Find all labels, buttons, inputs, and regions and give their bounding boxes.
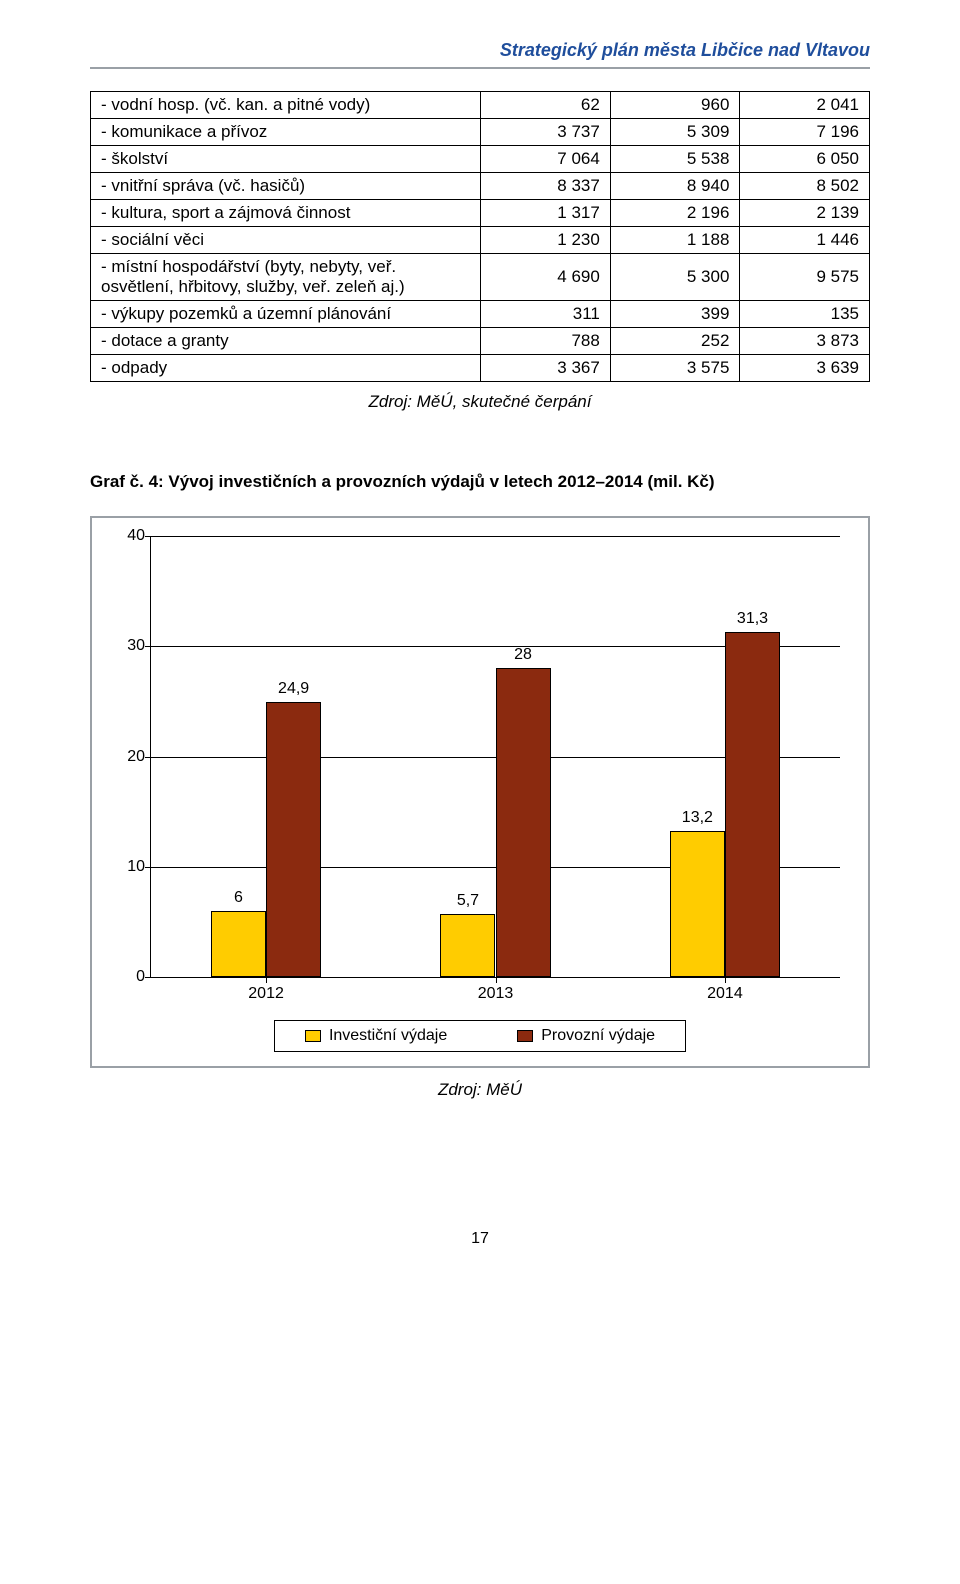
- table-cell-label: - dotace a granty: [91, 328, 481, 355]
- table-cell-num: 5 300: [610, 254, 740, 301]
- chart-bar: [211, 911, 266, 977]
- legend-label-b: Provozní výdaje: [541, 1027, 655, 1045]
- chart-bar-label: 6: [234, 889, 243, 907]
- legend-label-a: Investiční výdaje: [329, 1027, 447, 1045]
- table-cell-num: 6 050: [740, 146, 870, 173]
- chart-bar: [725, 632, 780, 977]
- chart-ytick: [145, 646, 151, 647]
- table-cell-num: 7 064: [481, 146, 611, 173]
- table-row: - dotace a granty7882523 873: [91, 328, 870, 355]
- table-cell-num: 1 230: [481, 227, 611, 254]
- table-row: - sociální věci1 2301 1881 446: [91, 227, 870, 254]
- table-row: - vodní hosp. (vč. kan. a pitné vody)629…: [91, 92, 870, 119]
- table-row: - školství7 0645 5386 050: [91, 146, 870, 173]
- chart-bar: [266, 702, 321, 977]
- chart-ylabel: 0: [111, 968, 145, 986]
- chart-container: 0102030402012624,920135,728201413,231,3 …: [90, 516, 870, 1068]
- chart-ylabel: 20: [111, 748, 145, 766]
- chart-bar: [440, 914, 495, 977]
- table-cell-num: 3 639: [740, 355, 870, 382]
- chart-title: Graf č. 4: Vývoj investičních a provozní…: [90, 472, 870, 492]
- chart-ytick: [145, 757, 151, 758]
- table-cell-label: - školství: [91, 146, 481, 173]
- table-cell-label: - odpady: [91, 355, 481, 382]
- table-cell-num: 2 041: [740, 92, 870, 119]
- page-number: 17: [90, 1230, 870, 1248]
- table-cell-num: 1 188: [610, 227, 740, 254]
- table-cell-num: 7 196: [740, 119, 870, 146]
- table-cell-num: 8 502: [740, 173, 870, 200]
- table-cell-label: - kultura, sport a zájmová činnost: [91, 200, 481, 227]
- chart-ylabel: 30: [111, 637, 145, 655]
- chart-xtick: [266, 977, 267, 983]
- table-cell-num: 5 309: [610, 119, 740, 146]
- table-cell-label: - výkupy pozemků a územní plánování: [91, 301, 481, 328]
- chart-gridline: [151, 536, 840, 537]
- table-cell-label: - místní hospodářství (byty, nebyty, veř…: [91, 254, 481, 301]
- chart-bar-label: 28: [514, 646, 532, 664]
- legend-swatch-b: [517, 1030, 533, 1042]
- expenditure-table: - vodní hosp. (vč. kan. a pitné vody)629…: [90, 91, 870, 382]
- chart-ytick: [145, 867, 151, 868]
- legend-item-investicni: Investiční výdaje: [305, 1027, 447, 1045]
- chart-bar-label: 31,3: [737, 610, 768, 628]
- chart-area: 0102030402012624,920135,728201413,231,3: [110, 536, 850, 1006]
- chart-xtick: [725, 977, 726, 983]
- chart-legend: Investiční výdaje Provozní výdaje: [274, 1020, 686, 1052]
- table-row: - odpady3 3673 5753 639: [91, 355, 870, 382]
- legend-swatch-a: [305, 1030, 321, 1042]
- chart-xlabel: 2014: [707, 985, 743, 1003]
- table-cell-num: 1 317: [481, 200, 611, 227]
- chart-bar-label: 13,2: [682, 809, 713, 827]
- table-row: - komunikace a přívoz3 7375 3097 196: [91, 119, 870, 146]
- table-cell-num: 5 538: [610, 146, 740, 173]
- chart-xlabel: 2013: [478, 985, 514, 1003]
- table-row: - výkupy pozemků a územní plánování31139…: [91, 301, 870, 328]
- chart-plot: 0102030402012624,920135,728201413,231,3: [150, 536, 840, 978]
- table-cell-num: 311: [481, 301, 611, 328]
- table-cell-label: - vnitřní správa (vč. hasičů): [91, 173, 481, 200]
- page-header-title: Strategický plán města Libčice nad Vltav…: [90, 40, 870, 61]
- chart-bar: [496, 668, 551, 977]
- table-cell-num: 4 690: [481, 254, 611, 301]
- chart-xtick: [496, 977, 497, 983]
- table-cell-num: 252: [610, 328, 740, 355]
- table-cell-num: 2 139: [740, 200, 870, 227]
- header-rule: [90, 67, 870, 69]
- table-cell-num: 3 737: [481, 119, 611, 146]
- table-cell-num: 3 367: [481, 355, 611, 382]
- table-row: - vnitřní správa (vč. hasičů)8 3378 9408…: [91, 173, 870, 200]
- table-cell-num: 8 337: [481, 173, 611, 200]
- table-row: - kultura, sport a zájmová činnost1 3172…: [91, 200, 870, 227]
- table-row: - místní hospodářství (byty, nebyty, veř…: [91, 254, 870, 301]
- chart-ytick: [145, 977, 151, 978]
- table-cell-num: 9 575: [740, 254, 870, 301]
- table-source: Zdroj: MěÚ, skutečné čerpání: [90, 392, 870, 412]
- chart-bar: [670, 831, 725, 977]
- chart-ytick: [145, 536, 151, 537]
- table-cell-num: 62: [481, 92, 611, 119]
- chart-bar-label: 5,7: [457, 892, 479, 910]
- table-cell-label: - sociální věci: [91, 227, 481, 254]
- chart-ylabel: 40: [111, 527, 145, 545]
- table-cell-num: 960: [610, 92, 740, 119]
- chart-ylabel: 10: [111, 858, 145, 876]
- table-cell-num: 3 873: [740, 328, 870, 355]
- table-cell-num: 1 446: [740, 227, 870, 254]
- legend-item-provozni: Provozní výdaje: [517, 1027, 655, 1045]
- table-cell-label: - komunikace a přívoz: [91, 119, 481, 146]
- table-cell-label: - vodní hosp. (vč. kan. a pitné vody): [91, 92, 481, 119]
- table-cell-num: 788: [481, 328, 611, 355]
- table-cell-num: 399: [610, 301, 740, 328]
- chart-bar-label: 24,9: [278, 680, 309, 698]
- table-cell-num: 8 940: [610, 173, 740, 200]
- chart-source: Zdroj: MěÚ: [90, 1080, 870, 1100]
- table-cell-num: 3 575: [610, 355, 740, 382]
- table-cell-num: 2 196: [610, 200, 740, 227]
- chart-xlabel: 2012: [248, 985, 284, 1003]
- table-cell-num: 135: [740, 301, 870, 328]
